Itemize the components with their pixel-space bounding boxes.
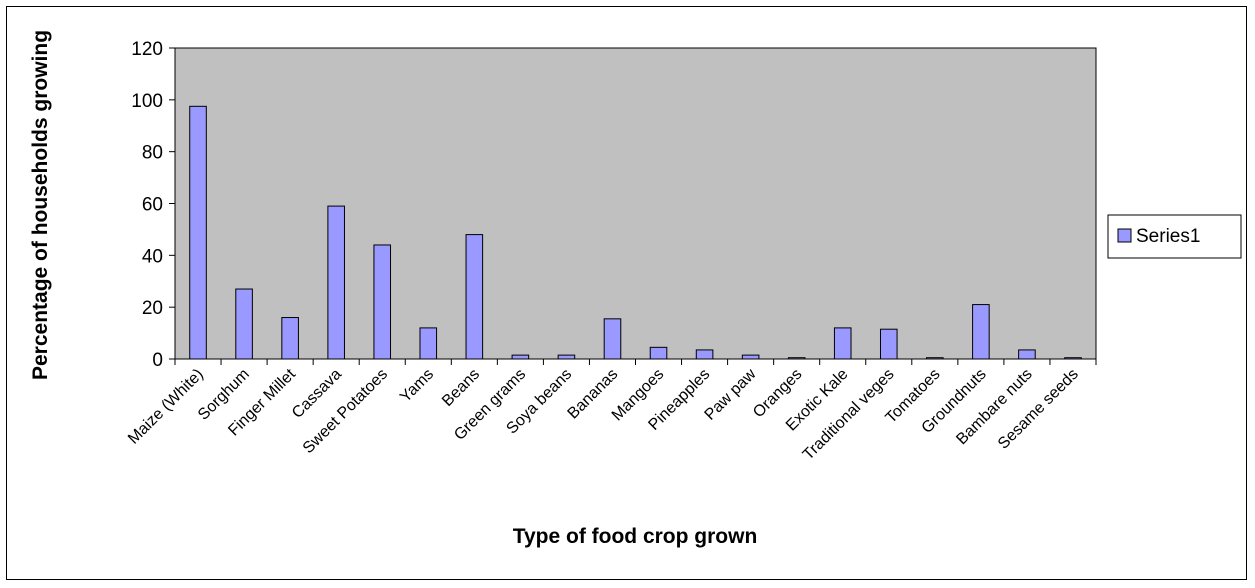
y-tick-label: 80 <box>142 143 163 164</box>
bar <box>741 354 760 360</box>
y-tick-label: 120 <box>131 39 163 60</box>
bar <box>419 327 438 360</box>
y-tick-label: 20 <box>142 298 163 319</box>
bar <box>1064 357 1082 360</box>
bar <box>1018 349 1036 360</box>
bar <box>649 346 668 360</box>
plot-area <box>174 47 1097 360</box>
bar <box>603 318 622 360</box>
bar <box>373 244 392 360</box>
bar <box>833 327 852 360</box>
x-axis <box>174 359 1097 365</box>
y-tick-label: 0 <box>152 350 163 371</box>
y-axis-title: Percentage of households growing <box>29 30 52 380</box>
y-tick-label: 60 <box>142 195 163 216</box>
x-tick-label: Maize (White) <box>125 366 207 448</box>
x-tick-label: Paw paw <box>702 365 760 423</box>
bar <box>235 288 253 360</box>
bar <box>327 205 345 360</box>
y-axis: 0 20 40 60 80 100 120 <box>131 39 175 371</box>
x-tick-label: Yams <box>397 366 437 406</box>
bars <box>189 105 1082 360</box>
bar <box>972 304 990 360</box>
chart-frame: 0 20 40 60 80 100 120 Maize (White) Sorghum Fing… <box>6 6 1247 580</box>
legend-swatch <box>1117 228 1132 243</box>
x-tick-label: Sesame seeds <box>995 366 1082 453</box>
bar <box>787 357 806 360</box>
y-tick-label: 100 <box>131 91 163 112</box>
x-tick-label: Sweet Potatoes <box>300 366 391 457</box>
y-tick-label: 40 <box>142 246 163 267</box>
bar <box>465 234 484 360</box>
bar <box>879 328 898 360</box>
x-axis-title: Type of food crop grown <box>513 525 758 548</box>
legend: Series1 <box>1107 214 1242 259</box>
bar <box>695 349 714 360</box>
x-tick-label: Beans <box>439 366 483 410</box>
bar-chart: 0 20 40 60 80 100 120 Maize (White)SorghumFing… <box>29 30 1242 548</box>
bar <box>557 354 576 360</box>
legend-label: Series1 <box>1136 226 1200 247</box>
bar <box>926 357 944 360</box>
bar <box>281 317 299 360</box>
bar <box>511 354 530 360</box>
bar <box>189 105 207 360</box>
